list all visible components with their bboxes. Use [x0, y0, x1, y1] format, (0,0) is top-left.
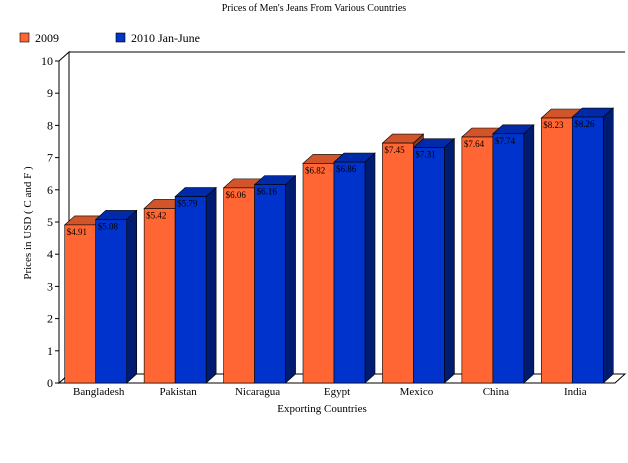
legend: 2009 2010 Jan-June: [19, 31, 200, 45]
legend-swatch-2010: [115, 32, 126, 43]
x-axis-tick-labels: Bangladesh Pakistan Nicaragua Egypt Mexico Ch…: [73, 386, 587, 398]
y-tick-label: 2: [47, 312, 53, 326]
y-tick-label: 6: [47, 183, 53, 197]
data-label: $8.23: [543, 120, 564, 130]
y-tick-label: 7: [47, 151, 53, 165]
y-tick-label: 10: [41, 54, 53, 68]
bar: [571, 116, 604, 384]
y-axis-title: Prices in USD ( C and F ): [22, 166, 34, 280]
bar: [143, 208, 176, 384]
bar: [254, 184, 286, 384]
bar: [223, 187, 255, 384]
bar: [333, 161, 366, 384]
bar-side: [126, 209, 138, 384]
y-tick-label: 1: [47, 344, 53, 358]
bar-side: [364, 152, 376, 384]
x-tick-label: Bangladesh: [73, 386, 125, 398]
bar-side: [523, 124, 535, 384]
bar: [174, 196, 207, 384]
data-label: $7.64: [464, 139, 485, 149]
x-tick-label: Mexico: [400, 386, 434, 398]
y-tick-label: 3: [47, 279, 53, 293]
x-axis-title: Exporting Countries: [277, 403, 367, 415]
data-label: $7.31: [415, 150, 435, 160]
bars: $4.91 $5.08 $5.42 $5.79 $6.06 $6.16 $6.82 $6.86…: [63, 107, 615, 384]
data-label: $5.79: [177, 199, 198, 209]
data-label: $6.06: [226, 190, 247, 200]
data-label: $6.86: [336, 164, 357, 174]
data-label: $4.91: [67, 227, 87, 237]
y-axis-ticks: 0 1 2 3 4 5 6 7 8 9 10: [41, 54, 59, 390]
y-tick-label: 8: [47, 118, 53, 132]
data-label: $6.82: [305, 165, 325, 175]
bar: [413, 147, 445, 384]
data-label: $7.45: [384, 145, 405, 155]
chart-title: Prices of Men's Jeans From Various Count…: [222, 3, 406, 14]
x-tick-label: China: [483, 386, 509, 398]
legend-label-2009: 2009: [35, 31, 59, 45]
x-tick-label: Egypt: [324, 386, 350, 398]
bar: [95, 219, 128, 384]
bar: [461, 136, 494, 384]
x-tick-label: Pakistan: [160, 386, 198, 398]
data-label: $5.42: [146, 210, 166, 220]
x-tick-label: India: [564, 386, 587, 398]
bar: [540, 117, 573, 384]
bar-side: [205, 186, 217, 384]
bar-side: [444, 137, 455, 384]
bar: [382, 142, 414, 384]
data-label: $6.16: [257, 187, 278, 197]
legend-label-2010: 2010 Jan-June: [131, 31, 200, 45]
data-label: $7.74: [495, 136, 516, 146]
x-tick-label: Nicaragua: [235, 386, 280, 398]
bar-side: [602, 107, 614, 384]
y-tick-label: 5: [47, 215, 53, 229]
legend-swatch-2009: [19, 32, 30, 43]
y-tick-label: 0: [47, 376, 53, 390]
data-label: $8.26: [574, 119, 595, 129]
bar: [64, 224, 97, 384]
bar-side: [285, 174, 296, 384]
bar: [302, 163, 335, 384]
bar: [492, 133, 525, 384]
y-tick-label: 9: [47, 86, 53, 100]
data-label: $5.08: [98, 221, 119, 231]
y-tick-label: 4: [47, 247, 53, 261]
